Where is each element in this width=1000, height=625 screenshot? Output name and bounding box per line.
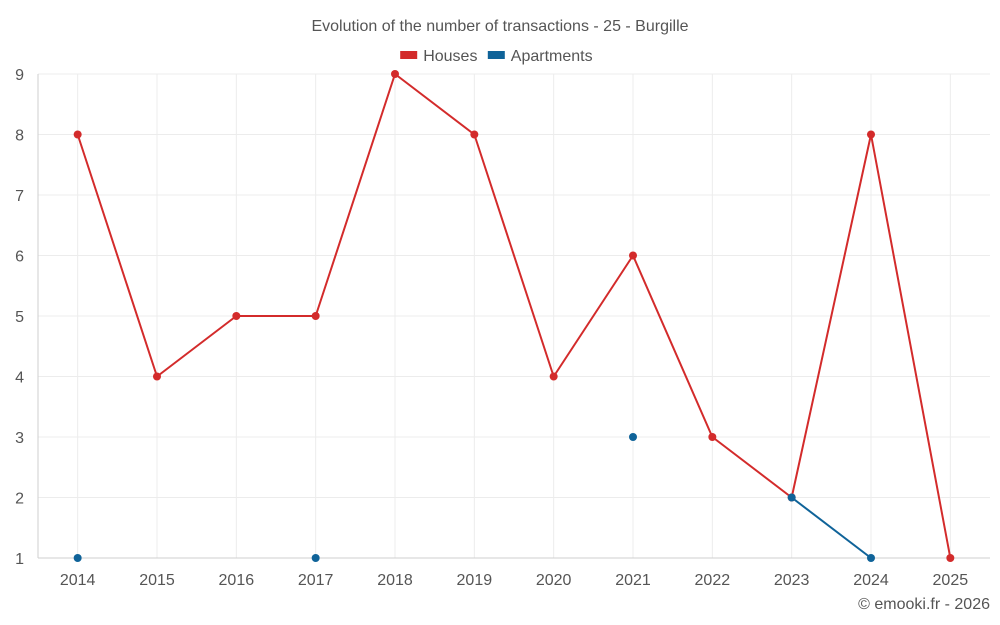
legend-swatch-houses[interactable]: [400, 51, 418, 59]
x-tick-label: 2018: [377, 572, 413, 589]
x-tick-label: 2020: [536, 572, 572, 589]
chart-grid: [38, 73, 990, 558]
x-tick-label: 2017: [298, 572, 334, 589]
y-tick-label: 9: [15, 67, 24, 84]
y-tick-label: 2: [15, 491, 24, 508]
y-tick-label: 7: [15, 188, 24, 205]
y-tick-label: 5: [15, 309, 24, 326]
x-tick-label: 2024: [853, 572, 889, 589]
x-tick-label: 2015: [139, 572, 175, 589]
houses-data-point[interactable]: [549, 372, 558, 381]
houses-data-point[interactable]: [470, 130, 479, 139]
houses-data-point[interactable]: [946, 554, 955, 562]
chart-legend[interactable]: Houses Apartments: [400, 48, 593, 65]
houses-data-point[interactable]: [153, 372, 161, 381]
houses-data-point[interactable]: [232, 312, 241, 320]
y-tick-label: 1: [15, 551, 24, 568]
chart-title: Evolution of the number of transactions …: [311, 18, 688, 35]
houses-data-point[interactable]: [867, 130, 875, 139]
legend-label-apartments[interactable]: Apartments: [511, 48, 593, 65]
apartments-data-point[interactable]: [867, 554, 875, 562]
x-tick-label: 2016: [219, 572, 255, 589]
y-tick-label: 8: [15, 128, 24, 145]
apartments-series-line: [791, 496, 872, 559]
houses-data-point[interactable]: [311, 312, 320, 320]
x-tick-label: 2023: [774, 572, 810, 589]
apartments-data-point[interactable]: [311, 554, 320, 562]
houses-data-point[interactable]: [73, 130, 82, 139]
apartments-data-point[interactable]: [787, 493, 796, 502]
chart-series: [73, 70, 955, 562]
legend-swatch-apartments[interactable]: [487, 51, 505, 59]
houses-series-line: [76, 73, 952, 559]
legend-label-houses[interactable]: Houses: [423, 48, 477, 65]
houses-data-point[interactable]: [629, 251, 637, 260]
chart-axes: 1 2 3 4 5 6 7 8 9 2014 2015 2016 2017 2018 2019 2020 202…: [15, 67, 990, 589]
y-tick-label: 6: [15, 249, 24, 266]
y-tick-label: 3: [15, 430, 24, 447]
houses-data-point[interactable]: [708, 433, 717, 441]
x-tick-label: 2025: [933, 572, 969, 589]
houses-data-point[interactable]: [391, 70, 399, 78]
apartments-data-point[interactable]: [73, 554, 82, 562]
y-tick-label: 4: [15, 370, 24, 387]
x-tick-label: 2014: [60, 572, 96, 589]
apartments-data-point[interactable]: [629, 433, 637, 441]
credit-text: © emooki.fr - 2026: [858, 596, 990, 613]
x-tick-label: 2022: [695, 572, 731, 589]
x-tick-label: 2021: [615, 572, 651, 589]
x-tick-label: 2019: [457, 572, 493, 589]
